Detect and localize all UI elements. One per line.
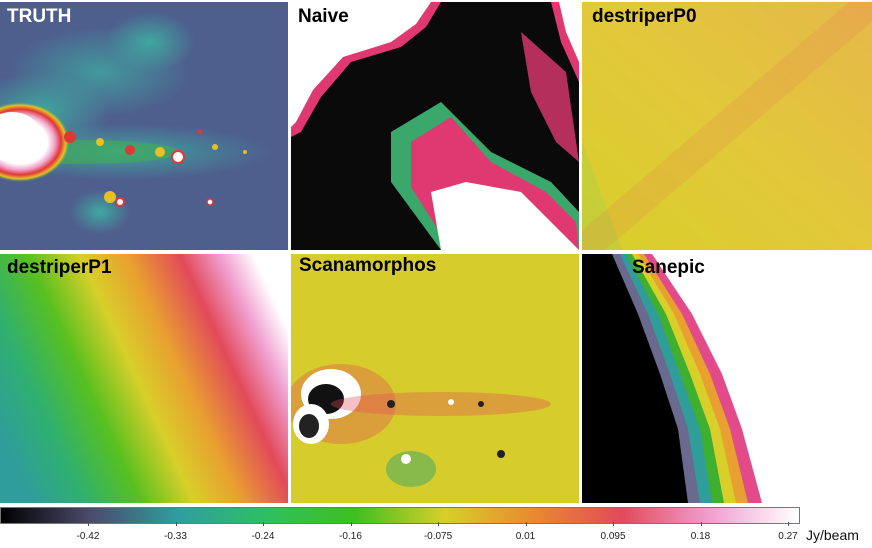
colorbar-tick-label: -0.42 [76, 531, 100, 542]
panel-truth: TRUTH [0, 2, 288, 250]
colorbar-tick-label: -0.33 [164, 531, 187, 542]
colorbar-tick-mark [788, 522, 789, 526]
colorbar-tick-mark [88, 522, 89, 526]
colorbar-tick-label: 0.01 [515, 531, 536, 542]
colorbar-tick-mark [613, 522, 614, 526]
truth-map [0, 2, 288, 250]
colorbar-tick-label: 0.18 [690, 531, 711, 542]
destriperp0-map [582, 2, 872, 250]
colorbar-tick-mark [700, 522, 702, 526]
panel-scanamorphos: Scanamorphos [291, 254, 579, 503]
panel-label: Scanamorphos [299, 255, 437, 276]
colorbar-tick-mark [263, 522, 264, 526]
colorbar-tick-mark [438, 522, 439, 526]
destriperp1-map [0, 254, 288, 503]
colorbar-tick-mark [525, 522, 527, 526]
colorbar-tick-mark [175, 522, 177, 526]
panel-destriperp0: destriperP0 [582, 2, 872, 250]
scanamorphos-map [291, 254, 579, 503]
colorbar-tick-label: -0.16 [339, 531, 362, 542]
panel-destriperp1: destriperP1 [0, 254, 288, 503]
colorbar-tick-label: 0.27 [778, 531, 798, 542]
panel-naive: Naive [291, 2, 579, 250]
panel-label: TRUTH [7, 6, 72, 27]
colorbar-unit: Jy/beam [806, 527, 859, 543]
panel-label: destriperP0 [592, 6, 697, 27]
colorbar-tick-label: -0.075 [423, 531, 453, 542]
sanepic-map [582, 254, 872, 503]
naive-map [291, 2, 579, 250]
colorbar-tick-label: 0.095 [600, 531, 626, 542]
panel-label: Naive [298, 6, 349, 27]
panel-sanepic: Sanepic [582, 254, 872, 503]
panel-label: destriperP1 [7, 257, 112, 278]
panel-label: Sanepic [632, 257, 705, 278]
colorbar-tick-mark [350, 522, 352, 526]
colorbar-tick-label: -0.24 [251, 531, 275, 542]
colorbar [0, 507, 800, 524]
